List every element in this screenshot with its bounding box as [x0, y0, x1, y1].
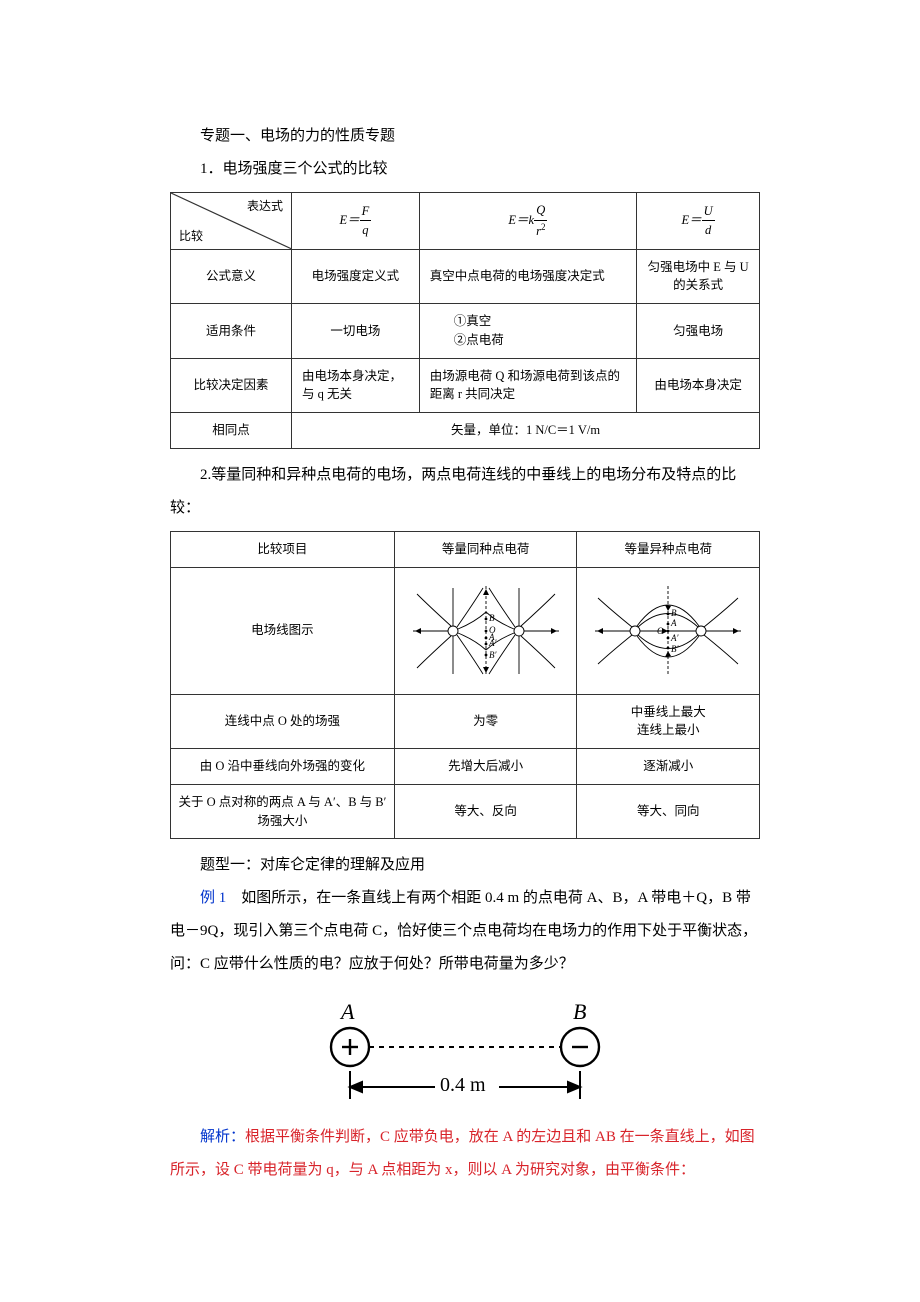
row-label: 相同点 — [171, 413, 292, 449]
svg-text:A: A — [339, 999, 355, 1024]
comparison-table-2: 比较项目 等量同种点电荷 等量异种点电荷 电场线图示 — [170, 531, 760, 840]
row-label: 公式意义 — [171, 249, 292, 304]
cell: 矢量，单位：1 N/C＝1 V/m — [292, 413, 760, 449]
svg-text:B: B — [489, 613, 495, 623]
svg-text:A: A — [670, 618, 677, 628]
svg-text:O: O — [657, 626, 664, 636]
page: 专题一、电场的力的性质专题 1．电场强度三个公式的比较 表达式 比较 E＝Fq … — [0, 0, 920, 1247]
example-prefix: 例 1 — [200, 890, 226, 906]
analysis-text: 根据平衡条件判断，C 应带负电，放在 A 的左边且和 AB 在一条直线上，如图所… — [170, 1129, 755, 1178]
cell: 由场源电荷 Q 和场源电荷到该点的距离 r 共同决定 — [419, 358, 636, 413]
formula-cell: E＝Fq — [292, 193, 420, 250]
section2-heading: 2.等量同种和异种点电荷的电场，两点电荷连线的中垂线上的电场分布及特点的比较： — [170, 459, 760, 525]
cell: 电场强度定义式 — [292, 249, 420, 304]
svg-text:0.4 m: 0.4 m — [440, 1074, 486, 1096]
cell: 由电场本身决定，与 q 无关 — [292, 358, 420, 413]
formula-cell: E＝Ud — [637, 193, 760, 250]
comparison-table-1: 表达式 比较 E＝Fq E＝kQr2 E＝Ud 公式意义 电场强度定义式 — [170, 192, 760, 449]
row-label: 关于 O 点对称的两点 A 与 A′、B 与 B′场强大小 — [171, 784, 395, 839]
cell: 中垂线上最大 连线上最小 — [577, 694, 760, 749]
cell: ①真空 ②点电荷 — [419, 304, 636, 359]
formula-3: E＝Ud — [682, 213, 715, 227]
diag-top-label: 表达式 — [247, 197, 283, 215]
example-text: 如图所示，在一条直线上有两个相距 0.4 m 的点电荷 A、B，A 带电＋Q，B… — [170, 890, 757, 972]
cell: 匀强电场中 E 与 U 的关系式 — [637, 249, 760, 304]
section1-heading: 1．电场强度三个公式的比较 — [170, 153, 760, 186]
formula-1: E＝Fq — [339, 213, 371, 227]
topic-heading: 专题一、电场的力的性质专题 — [170, 120, 760, 153]
cell: 一切电场 — [292, 304, 420, 359]
table-row: 由 O 沿中垂线向外场强的变化 先增大后减小 逐渐减小 — [171, 749, 760, 785]
svg-text:A′: A′ — [670, 633, 679, 643]
question-type-heading: 题型一：对库仑定律的理解及应用 — [170, 849, 760, 882]
formula-2: E＝kQr2 — [508, 213, 547, 227]
header-cell: 等量异种点电荷 — [577, 531, 760, 567]
cell: 由电场本身决定 — [637, 358, 760, 413]
table-row: 相同点 矢量，单位：1 N/C＝1 V/m — [171, 413, 760, 449]
cell: 等大、同向 — [577, 784, 760, 839]
table-row: 电场线图示 — [171, 567, 760, 694]
header-cell: 比较项目 — [171, 531, 395, 567]
analysis-paragraph: 解析：根据平衡条件判断，C 应带负电，放在 A 的左边且和 AB 在一条直线上，… — [170, 1121, 760, 1187]
table-row: 比较决定因素 由电场本身决定，与 q 无关 由场源电荷 Q 和场源电荷到该点的距… — [171, 358, 760, 413]
diagonal-header-cell: 表达式 比较 — [171, 193, 292, 250]
table-row: 连线中点 O 处的场强 为零 中垂线上最大 连线上最小 — [171, 694, 760, 749]
formula-cell: E＝kQr2 — [419, 193, 636, 250]
cell: 先增大后减小 — [394, 749, 577, 785]
svg-text:B′: B′ — [671, 644, 679, 654]
row-label: 电场线图示 — [171, 567, 395, 694]
example-1: 例 1 如图所示，在一条直线上有两个相距 0.4 m 的点电荷 A、B，A 带电… — [170, 882, 760, 981]
field-diagram-same: B O A A′ B′ — [394, 567, 577, 694]
field-diagram-diff: B A O A′ B′ — [577, 567, 760, 694]
svg-text:A′: A′ — [488, 638, 497, 648]
svg-text:B: B — [573, 999, 586, 1024]
row-label: 比较决定因素 — [171, 358, 292, 413]
table-row: 适用条件 一切电场 ①真空 ②点电荷 匀强电场 — [171, 304, 760, 359]
row-label: 适用条件 — [171, 304, 292, 359]
table-row: 比较项目 等量同种点电荷 等量异种点电荷 — [171, 531, 760, 567]
analysis-label: 解析： — [200, 1129, 245, 1145]
table-row: 关于 O 点对称的两点 A 与 A′、B 与 B′场强大小 等大、反向 等大、同… — [171, 784, 760, 839]
diag-bot-label: 比较 — [179, 227, 203, 245]
cell: 为零 — [394, 694, 577, 749]
svg-text:B: B — [671, 608, 677, 618]
cell: 逐渐减小 — [577, 749, 760, 785]
row-label: 连线中点 O 处的场强 — [171, 694, 395, 749]
svg-text:B′: B′ — [489, 650, 497, 660]
diff-charge-field-icon: B A O A′ B′ — [593, 582, 743, 680]
cell: 真空中点电荷的电场强度决定式 — [419, 249, 636, 304]
table-row: 公式意义 电场强度定义式 真空中点电荷的电场强度决定式 匀强电场中 E 与 U … — [171, 249, 760, 304]
cell: 匀强电场 — [637, 304, 760, 359]
table-row: 表达式 比较 E＝Fq E＝kQr2 E＝Ud — [171, 193, 760, 250]
header-cell: 等量同种点电荷 — [394, 531, 577, 567]
cell: 等大、反向 — [394, 784, 577, 839]
row-label: 由 O 沿中垂线向外场强的变化 — [171, 749, 395, 785]
same-charge-field-icon: B O A A′ B′ — [411, 582, 561, 680]
example-figure-icon: A B 0.4 m — [300, 999, 630, 1109]
